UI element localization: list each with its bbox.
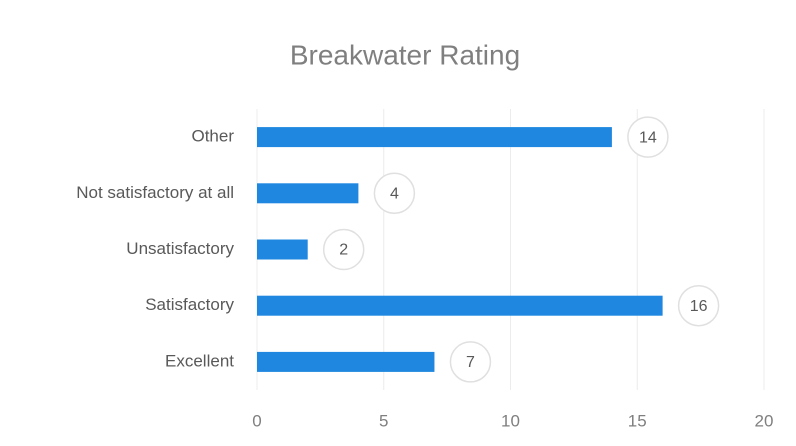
y-tick-label: Other xyxy=(191,127,234,146)
x-tick-label: 15 xyxy=(628,411,647,430)
bar xyxy=(257,183,359,204)
value-label-bubble xyxy=(677,284,720,327)
value-label-bubble xyxy=(373,172,416,215)
value-label: 14 xyxy=(639,129,657,146)
value-label-bubble xyxy=(627,116,669,158)
x-tick-label: 20 xyxy=(755,411,774,430)
chart-title: Breakwater Rating xyxy=(290,39,520,70)
value-label: 2 xyxy=(339,242,348,259)
value-label: 7 xyxy=(466,354,475,371)
value-label-bubble xyxy=(322,228,365,271)
y-tick-label: Excellent xyxy=(165,351,234,370)
bar xyxy=(257,351,435,372)
bar xyxy=(257,295,663,316)
bar xyxy=(257,127,612,148)
value-label: 16 xyxy=(690,298,708,315)
bar xyxy=(257,239,308,260)
y-tick-label: Not satisfactory at all xyxy=(76,183,234,202)
value-label: 4 xyxy=(390,186,399,203)
value-label-bubble xyxy=(449,341,492,383)
x-tick-label: 10 xyxy=(501,411,520,430)
y-tick-label: Satisfactory xyxy=(145,295,234,314)
x-tick-label: 0 xyxy=(252,411,261,430)
y-tick-label: Unsatisfactory xyxy=(126,239,234,258)
x-tick-label: 5 xyxy=(379,411,388,430)
